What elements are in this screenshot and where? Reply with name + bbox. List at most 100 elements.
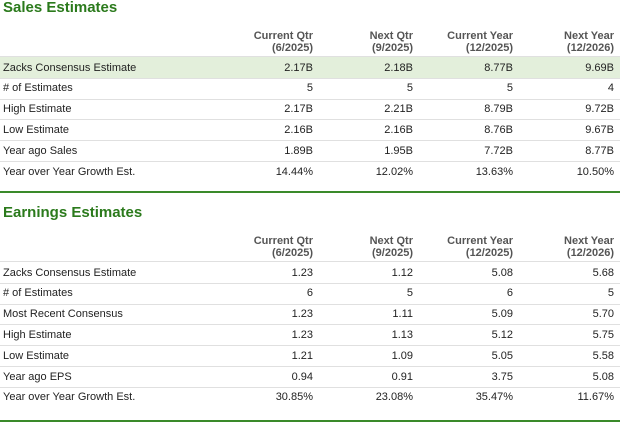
cell-value: 8.77B: [484, 61, 513, 74]
column-header: Current Qtr: [253, 235, 313, 247]
row-label: Low Estimate: [3, 123, 70, 136]
column-header: (12/2025): [465, 247, 513, 259]
row-rule: [0, 366, 620, 367]
cell-value: 2.18B: [384, 61, 413, 74]
row-rule: [0, 345, 620, 347]
row-rule: [0, 282, 620, 284]
cell-value: 1.23: [291, 308, 313, 321]
cell-value: 8.79B: [484, 103, 513, 116]
highlight-row: [0, 57, 620, 78]
cell-value: 1.23: [291, 266, 313, 279]
cell-value: 1.11: [392, 308, 413, 321]
cell-value: 0.91: [391, 370, 413, 383]
cell-value: 0.94: [291, 370, 313, 383]
row-label: Year ago EPS: [3, 370, 72, 383]
cell-value: 5.75: [592, 328, 614, 341]
cell-value: 5: [607, 287, 614, 300]
section-title: Earnings Estimates: [3, 204, 143, 221]
column-header: (6/2025): [272, 247, 313, 259]
row-rule: [0, 386, 620, 388]
column-header: (6/2025): [272, 42, 313, 54]
cell-value: 4: [607, 82, 614, 95]
cell-value: 2.17B: [284, 103, 313, 116]
cell-value: 9.67B: [585, 123, 614, 136]
cell-value: 5.68: [592, 266, 614, 279]
cell-value: 1.12: [391, 266, 413, 279]
row-rule: [0, 303, 620, 305]
column-header: Current Qtr: [253, 30, 313, 42]
column-header: Current Year: [447, 30, 513, 42]
row-rule: [0, 161, 620, 162]
row-rule: [0, 140, 620, 142]
cell-value: 2.21B: [384, 103, 413, 116]
cell-value: 2.16B: [384, 123, 413, 136]
cell-value: 5: [306, 82, 313, 95]
row-label: Year over Year Growth Est.: [3, 165, 136, 178]
cell-value: 9.69B: [585, 61, 614, 74]
column-header: Next Qtr: [369, 30, 413, 42]
cell-value: 5.12: [491, 328, 513, 341]
column-header: Next Year: [564, 30, 614, 42]
cell-value: 5.08: [592, 370, 614, 383]
row-rule: [0, 119, 620, 121]
section-title: Sales Estimates: [3, 0, 118, 16]
cell-value: 8.76B: [484, 123, 513, 136]
cell-value: 1.89B: [284, 144, 313, 157]
cell-value: 5.05: [491, 349, 513, 362]
cell-value: 6: [506, 287, 513, 300]
cell-value: 5.08: [491, 266, 513, 279]
cell-value: 1.23: [291, 328, 313, 341]
row-label: High Estimate: [3, 328, 72, 341]
header-rule: [0, 261, 620, 262]
cell-value: 35.47%: [475, 391, 513, 404]
cell-value: 5: [406, 287, 413, 300]
cell-value: 2.16B: [284, 123, 313, 136]
column-header: (9/2025): [372, 42, 413, 54]
row-label: # of Estimates: [3, 82, 73, 95]
cell-value: 5: [506, 82, 513, 95]
column-header: Next Qtr: [369, 235, 413, 247]
row-label: High Estimate: [3, 103, 72, 116]
row-label: Low Estimate: [3, 349, 70, 362]
cell-value: 10.50%: [576, 165, 614, 178]
column-header: (9/2025): [372, 247, 413, 259]
cell-value: 1.21: [291, 349, 313, 362]
row-label: Year ago Sales: [3, 144, 78, 157]
cell-value: 30.85%: [275, 391, 313, 404]
cell-value: 5: [406, 82, 413, 95]
cell-value: 5.09: [491, 308, 513, 321]
cell-value: 1.95B: [384, 144, 413, 157]
cell-value: 6: [306, 287, 313, 300]
cell-value: 11.67%: [577, 391, 615, 404]
cell-value: 8.77B: [585, 144, 614, 157]
row-rule: [0, 324, 620, 326]
cell-value: 3.75: [491, 370, 513, 383]
row-label: Zacks Consensus Estimate: [3, 266, 137, 279]
cell-value: 9.72B: [585, 103, 614, 116]
row-rule: [0, 98, 620, 100]
cell-value: 1.13: [391, 328, 413, 341]
cell-value: 13.63%: [475, 165, 513, 178]
column-header: Next Year: [564, 235, 614, 247]
cell-value: 7.72B: [484, 144, 513, 157]
cell-value: 5.58: [592, 349, 614, 362]
row-label: Most Recent Consensus: [3, 308, 123, 321]
cell-value: 23.08%: [375, 391, 413, 404]
cell-value: 14.44%: [275, 165, 313, 178]
row-label: Year over Year Growth Est.: [3, 391, 136, 404]
row-label: Zacks Consensus Estimate: [3, 61, 137, 74]
cell-value: 5.70: [592, 308, 614, 321]
column-header: (12/2026): [566, 247, 614, 259]
column-header: (12/2026): [566, 42, 614, 54]
column-header: (12/2025): [465, 42, 513, 54]
cell-value: 12.02%: [375, 165, 413, 178]
cell-value: 2.17B: [284, 61, 313, 74]
row-rule: [0, 77, 620, 79]
column-header: Current Year: [447, 235, 513, 247]
header-rule: [0, 56, 620, 57]
section-rule: [0, 419, 620, 422]
cell-value: 1.09: [391, 349, 413, 362]
section-rule: [0, 190, 620, 193]
row-label: # of Estimates: [3, 287, 73, 300]
